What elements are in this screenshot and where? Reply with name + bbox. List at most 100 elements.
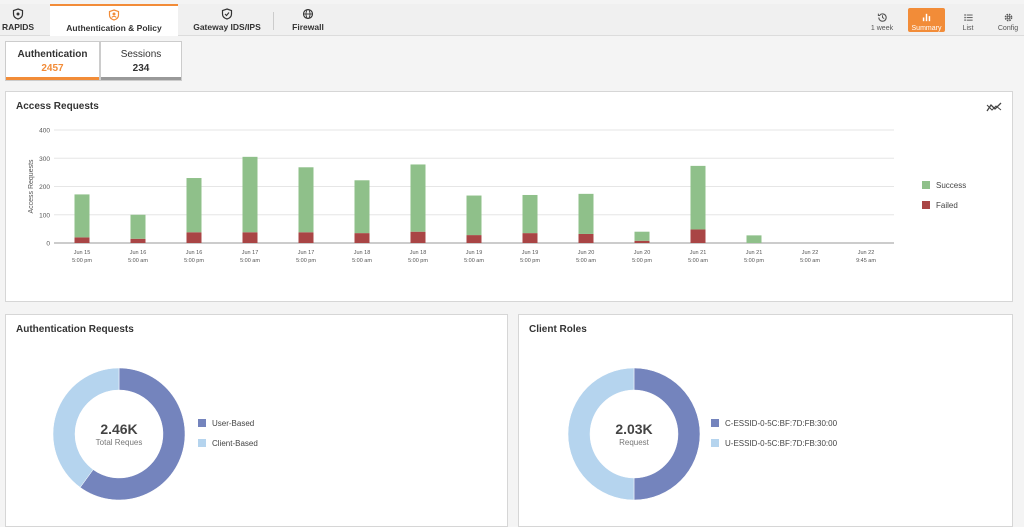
bar-success[interactable] (690, 165, 706, 230)
tab-firewall[interactable]: Firewall (280, 4, 336, 36)
tab-rapids[interactable]: RAPIDS (0, 4, 36, 36)
legend-item-user-based[interactable]: User-Based (198, 413, 258, 433)
x-tick-date: Jun 18 (410, 250, 427, 256)
bar-success[interactable] (130, 214, 146, 239)
bar-success[interactable] (522, 194, 538, 234)
donut-slice[interactable] (567, 367, 635, 501)
x-tick-date: Jun 20 (634, 250, 651, 256)
gear-icon (1004, 13, 1012, 22)
x-tick-time: 5:00 pm (744, 258, 764, 264)
tab-authentication-policy[interactable]: Authentication & Policy (50, 4, 178, 36)
tab-separator (273, 12, 274, 30)
bar-failed[interactable] (634, 240, 650, 243)
bar-failed[interactable] (522, 233, 538, 243)
donut-slice[interactable] (79, 367, 186, 501)
x-tick-time: 5:00 am (800, 258, 820, 264)
y-axis-label: Access Requests (28, 159, 35, 214)
card-title: Client Roles (529, 324, 587, 335)
x-tick-time: 5:00 pm (184, 258, 204, 264)
bar-success[interactable] (354, 180, 370, 234)
x-tick-date: Jun 16 (186, 250, 203, 256)
tab-label: Gateway IDS/IPS (193, 22, 261, 32)
bar-failed[interactable] (690, 229, 706, 243)
subtab-indicator (101, 77, 181, 80)
bar-failed[interactable] (186, 232, 202, 243)
subtab-count: 234 (132, 62, 150, 74)
config-button[interactable]: Config (994, 8, 1022, 32)
x-tick-time: 5:00 am (352, 258, 372, 264)
tab-label: Firewall (292, 22, 324, 32)
history-icon (877, 13, 887, 22)
x-tick-time: 5:00 pm (72, 258, 92, 264)
x-tick-time: 5:00 am (576, 258, 596, 264)
summary-view-button[interactable]: Summary (908, 8, 945, 32)
list-icon (963, 14, 973, 21)
card-title: Authentication Requests (16, 324, 134, 335)
bar-failed[interactable] (298, 232, 314, 243)
x-tick-date: Jun 21 (690, 250, 707, 256)
time-range-button[interactable]: 1 week (866, 8, 898, 32)
bar-success[interactable] (578, 193, 594, 234)
x-tick-date: Jun 22 (858, 250, 875, 256)
donut-slice[interactable] (633, 367, 701, 501)
x-tick-date: Jun 21 (746, 250, 763, 256)
tab-label: Authentication & Policy (66, 23, 162, 33)
bar-failed[interactable] (74, 237, 90, 243)
x-tick-date: Jun 16 (130, 250, 147, 256)
x-tick-date: Jun 18 (354, 250, 371, 256)
authentication-donut: 2.46K Total Reques (52, 367, 186, 501)
bar-success[interactable] (74, 194, 90, 238)
time-range-label: 1 week (870, 25, 894, 32)
x-tick-time: 5:00 am (464, 258, 484, 264)
bar-success[interactable] (242, 156, 258, 233)
bar-failed[interactable] (242, 232, 258, 243)
legend-item-failed[interactable]: Failed (922, 195, 966, 215)
shield-check-icon (221, 8, 233, 20)
x-tick-date: Jun 19 (522, 250, 539, 256)
bar-success[interactable] (298, 167, 314, 233)
legend-item-success[interactable]: Success (922, 175, 966, 195)
trend-chart-icon[interactable] (986, 101, 1002, 113)
x-tick-time: 9:45 am (856, 258, 876, 264)
access-requests-chart: 0 100 200 300 400 Access Requests Jun 15 5:00 p… (28, 128, 894, 264)
donut-slice[interactable] (52, 367, 120, 488)
bar-failed[interactable] (130, 238, 146, 243)
legend-item-client-based[interactable]: Client-Based (198, 433, 258, 453)
bar-failed[interactable] (466, 235, 482, 243)
legend-label: Client-Based (212, 438, 258, 448)
legend-label: C-ESSID-0-5C:BF:7D:FB:30:00 (725, 418, 838, 428)
bar-success[interactable] (746, 235, 762, 243)
subtab-authentication[interactable]: Authentication 2457 (5, 41, 100, 81)
x-tick-date: Jun 15 (74, 250, 91, 256)
y-tick-label: 300 (39, 156, 50, 163)
x-tick-time: 5:00 pm (632, 258, 652, 264)
bar-chart-icon (922, 13, 931, 22)
bar-failed[interactable] (578, 233, 594, 243)
x-tick-time: 5:00 am (128, 258, 148, 264)
legend-swatch (922, 201, 930, 209)
config-label: Config (997, 25, 1019, 32)
bar-success[interactable] (634, 231, 650, 241)
bar-failed[interactable] (354, 233, 370, 243)
authentication-requests-card: Authentication Requests 2.46K Total Requ… (5, 314, 508, 527)
x-tick-time: 5:00 pm (520, 258, 540, 264)
client-roles-legend: C-ESSID-0-5C:BF:7D:FB:30:00 U-ESSID-0-5C… (711, 413, 837, 453)
x-tick-time: 5:00 am (240, 258, 260, 264)
list-label: List (962, 25, 974, 32)
access-requests-card: Access Requests 0 100 200 300 400 Access Requ… (5, 91, 1013, 302)
bar-failed[interactable] (410, 231, 426, 243)
bar-success[interactable] (186, 178, 202, 233)
legend-item-u-essid[interactable]: U-ESSID-0-5C:BF:7D:FB:30:00 (711, 433, 837, 453)
y-tick-label: 100 (39, 212, 50, 219)
client-roles-donut: 2.03K Request (567, 367, 701, 501)
legend-swatch (922, 181, 930, 189)
subtab-sessions[interactable]: Sessions 234 (100, 41, 182, 81)
x-tick-date: Jun 19 (466, 250, 483, 256)
legend-item-c-essid[interactable]: C-ESSID-0-5C:BF:7D:FB:30:00 (711, 413, 837, 433)
bar-success[interactable] (466, 195, 482, 236)
list-view-button[interactable]: List (955, 8, 981, 32)
tab-gateway-ids-ips[interactable]: Gateway IDS/IPS (180, 4, 274, 36)
bar-success[interactable] (410, 164, 426, 232)
globe-icon (302, 8, 314, 20)
x-tick-time: 5:00 pm (408, 258, 428, 264)
